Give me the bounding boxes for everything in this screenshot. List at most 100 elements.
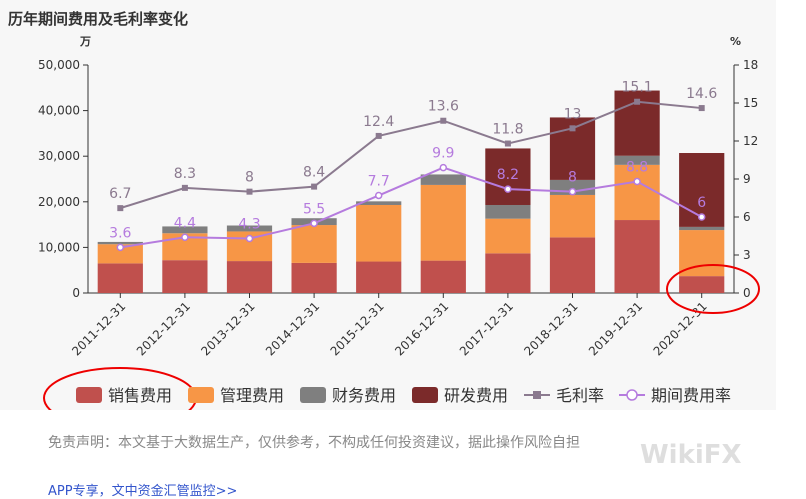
x-tick-label: 2020-12-31 [651,299,710,358]
bar-segment [614,155,660,165]
legend-swatch [300,387,326,403]
data-label: 12.4 [363,114,394,130]
series-point [310,219,318,228]
left-tick-label: 30,000 [38,149,80,163]
data-label: 13.6 [428,99,459,115]
left-tick-label: 50,000 [38,58,80,72]
bar-segment [549,237,596,293]
series-point [439,163,448,172]
data-label: 8.4 [303,165,325,181]
bar-segment [549,194,596,238]
data-label: 5.5 [303,201,325,217]
series-point [698,105,705,112]
right-tick-label: 3 [743,248,751,262]
bar-segment [485,253,531,293]
series-point [375,132,382,139]
legend-label: 财务费用 [332,386,396,405]
series-point [569,125,576,132]
data-label: 14.6 [686,86,717,102]
series-point [117,205,124,212]
bar-segment [356,261,402,293]
series-point [311,183,318,190]
data-label: 3.6 [109,225,131,241]
watermark-logo: WikiFX [640,440,742,470]
chart-title: 历年期间费用及毛利率变化 [8,10,189,28]
x-tick-label: 2014-12-31 [263,299,322,358]
legend-marker [626,389,638,401]
right-tick-label: 0 [743,286,751,300]
data-label: 6.7 [109,186,131,202]
right-tick-label: 12 [743,134,758,148]
bar-segment [485,218,531,254]
x-tick-label: 2015-12-31 [328,299,387,358]
bar-segment [97,241,143,245]
x-tick-label: 2012-12-31 [134,299,193,358]
bar-segment [97,244,143,264]
series-point [568,187,577,196]
bar-segment [162,260,208,293]
left-tick-label: 40,000 [38,104,80,118]
bar-segment [97,263,143,293]
data-label: 13 [564,106,582,122]
series-point [374,191,383,200]
x-tick-label: 2018-12-31 [521,299,580,358]
data-label: 9.9 [432,146,454,162]
legend-label: 毛利率 [556,386,604,405]
bar-segment [485,204,531,219]
bar-segment [356,201,402,205]
series-point [116,243,125,252]
legend-label: 期间费用率 [651,386,731,405]
x-tick-label: 2013-12-31 [198,299,257,358]
data-label: 4.4 [174,215,196,231]
data-label: 8 [568,170,577,186]
data-label: 8.8 [626,160,648,176]
bar-segment [356,204,402,262]
bar-segment [226,261,273,293]
series-point [440,117,447,124]
left-tick-label: 10,000 [38,240,80,254]
bar-segment [485,148,531,205]
chart-svg: 万 % 0 10,000 20,000 30,000 40,000 50,000 0 3 6 9 12 1… [38,35,760,410]
bar-segment [614,164,660,221]
x-tick-label: 2016-12-31 [392,299,451,358]
right-tick-label: 6 [743,210,751,224]
data-label: 8.3 [174,166,196,182]
legend-swatch [76,387,102,403]
series-point [181,184,188,191]
series-point [181,233,189,242]
series-point [504,185,512,193]
bar-segment [679,276,725,293]
legend-label: 研发费用 [444,386,508,405]
bar-segment [162,226,208,234]
legend-label: 销售费用 [108,386,172,405]
series-point [633,177,641,186]
legend-swatch [188,387,214,403]
data-label: 8.2 [497,167,519,183]
left-axis-unit: 万 [79,35,91,48]
series-point [697,213,706,221]
data-label: 8 [245,170,254,186]
highlight-ellipse [666,264,760,314]
left-tick-label: 20,000 [38,195,80,209]
series-line [120,166,703,249]
bar-segment [420,174,466,185]
series-point [245,234,254,243]
right-tick-label: 18 [743,58,758,72]
right-tick-label: 9 [743,172,751,186]
bar-segment [291,225,337,263]
data-label: 6 [697,195,706,211]
legend-swatch [412,387,438,403]
legend-label: 管理费用 [220,386,284,405]
bar-segment [614,220,660,293]
series-point [504,140,511,147]
x-tick-label: 2019-12-31 [586,299,645,358]
data-label: 4.3 [238,217,260,233]
chart-panel: 历年期间费用及毛利率变化 万% 0 10,000 20,000 30,000 40,000… [8,10,760,410]
bar-segment [679,226,725,231]
data-label: 11.8 [492,122,523,138]
x-tick-label: 2011-12-31 [69,299,128,358]
data-label: 15.1 [622,80,653,96]
bar-segment [420,184,466,261]
disclaimer-text: 免责声明：本文基于大数据生产，仅供参考，不构成任何投资建议，据此操作风险自担 [48,435,580,451]
bar-segment [226,225,273,232]
